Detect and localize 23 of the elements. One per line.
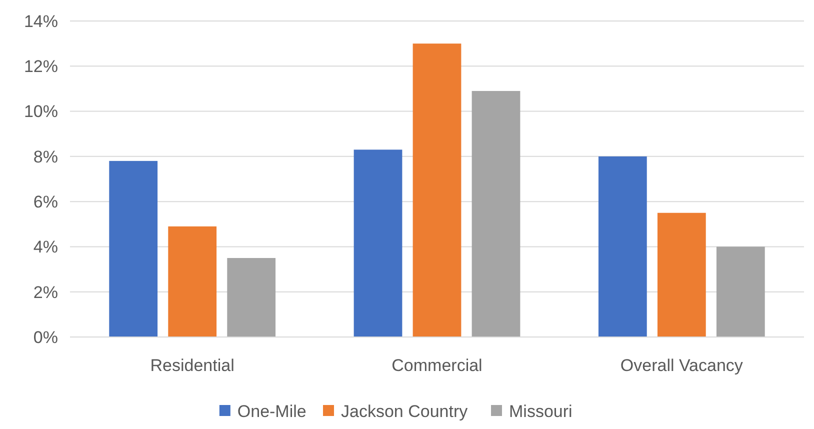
bar	[472, 90, 520, 337]
bar	[168, 226, 217, 337]
y-tick-label: 0%	[33, 328, 58, 347]
bar	[716, 246, 765, 337]
bar	[109, 160, 158, 337]
legend-label: One-Mile	[237, 402, 306, 421]
y-tick-label: 10%	[24, 102, 58, 122]
bar	[657, 212, 706, 337]
y-tick-label: 6%	[33, 192, 58, 212]
y-tick-label: 4%	[33, 238, 58, 257]
legend-label: Jackson Country	[341, 402, 468, 421]
y-tick-label: 2%	[33, 282, 58, 302]
x-tick-label: Commercial	[392, 356, 482, 375]
bar	[598, 156, 647, 337]
legend-label: Missouri	[509, 402, 572, 421]
bar	[227, 258, 276, 337]
y-tick-label: 14%	[24, 12, 58, 31]
bar	[354, 150, 402, 337]
y-tick-label: 12%	[24, 57, 58, 76]
x-tick-label: Overall Vacancy	[620, 356, 744, 375]
bar	[412, 44, 462, 337]
x-tick-label: Residential	[150, 356, 234, 375]
y-tick-label: 8%	[33, 147, 58, 166]
